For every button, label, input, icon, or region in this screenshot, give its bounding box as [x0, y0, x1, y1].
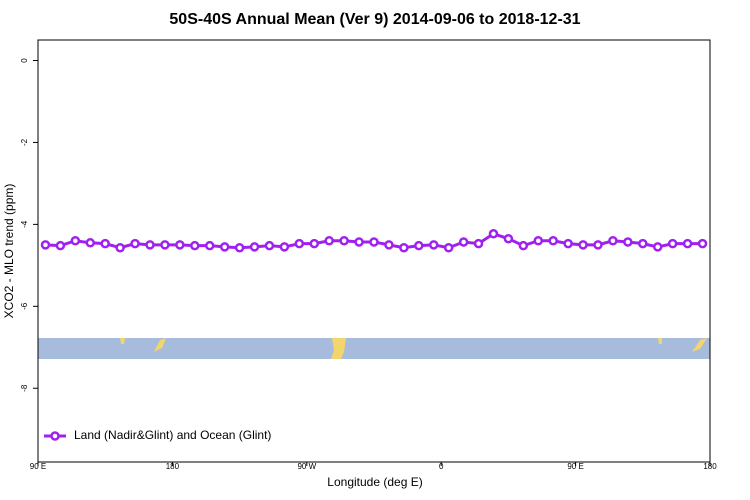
data-point — [249, 242, 260, 252]
data-point — [55, 240, 66, 251]
plot-frame — [37, 39, 711, 463]
legend-label: Land (Nadir&Glint) and Ocean (Glint) — [74, 428, 271, 442]
data-point — [234, 242, 245, 253]
data-point — [458, 237, 469, 247]
x-tick-label: 90 E — [30, 462, 46, 471]
chart-title: 50S-40S Annual Mean (Ver 9) 2014-09-06 t… — [169, 11, 580, 28]
data-point — [279, 242, 290, 252]
data-point — [399, 242, 409, 253]
data-point — [548, 236, 558, 246]
data-point — [294, 238, 305, 249]
data-point — [190, 240, 200, 251]
data-point — [667, 238, 678, 249]
data-point — [264, 240, 275, 251]
legend-marker — [50, 431, 60, 441]
data-point — [682, 238, 693, 249]
data-point — [339, 236, 349, 246]
data-point — [414, 240, 424, 251]
data-point — [384, 240, 394, 250]
data-point — [518, 240, 529, 251]
y-tick-label: 0 — [20, 58, 29, 63]
y-tick-label: -2 — [20, 138, 29, 146]
data-point — [160, 240, 170, 250]
data-point — [578, 240, 588, 250]
data-point — [100, 238, 110, 249]
x-tick-label: 0 — [439, 462, 444, 471]
land — [331, 338, 346, 359]
data-point — [428, 240, 439, 250]
data-point — [488, 229, 499, 239]
map-strip — [38, 338, 710, 359]
x-tick-label: 180 — [703, 462, 717, 471]
land — [658, 338, 662, 344]
data-point — [40, 240, 51, 250]
y-tick-label: -4 — [20, 220, 29, 228]
land — [154, 338, 166, 352]
data-point — [324, 236, 334, 246]
data-point — [697, 238, 708, 249]
data-point — [533, 236, 544, 246]
data-point — [130, 238, 140, 249]
x-tick-label: 90 W — [297, 462, 316, 471]
y-tick-label: -6 — [20, 302, 29, 310]
land — [692, 338, 707, 352]
data-point — [503, 233, 514, 244]
x-tick-label: 180 — [166, 462, 180, 471]
data-point — [652, 242, 663, 252]
data-point — [219, 242, 230, 252]
y-tick-label: -8 — [20, 384, 29, 392]
land — [120, 338, 125, 344]
data-point — [593, 240, 603, 250]
data-point — [473, 238, 484, 249]
data-point — [608, 236, 618, 246]
data-point — [204, 240, 215, 251]
data-point — [354, 237, 364, 247]
x-tick-label: 90 E — [567, 462, 583, 471]
data-point — [369, 237, 379, 247]
data-point — [623, 237, 633, 247]
data-point — [115, 242, 125, 253]
data-point — [70, 236, 81, 246]
data-point — [145, 240, 155, 250]
data-point — [563, 238, 573, 249]
data-point — [309, 238, 320, 249]
data-point — [443, 242, 454, 253]
ocean-band — [38, 338, 710, 359]
data-point — [638, 238, 648, 249]
data-point — [85, 238, 96, 248]
y-axis-label: XCO2 - MLO trend (ppm) — [2, 184, 16, 319]
data-point — [175, 240, 185, 250]
x-axis-label: Longitude (deg E) — [327, 475, 422, 489]
